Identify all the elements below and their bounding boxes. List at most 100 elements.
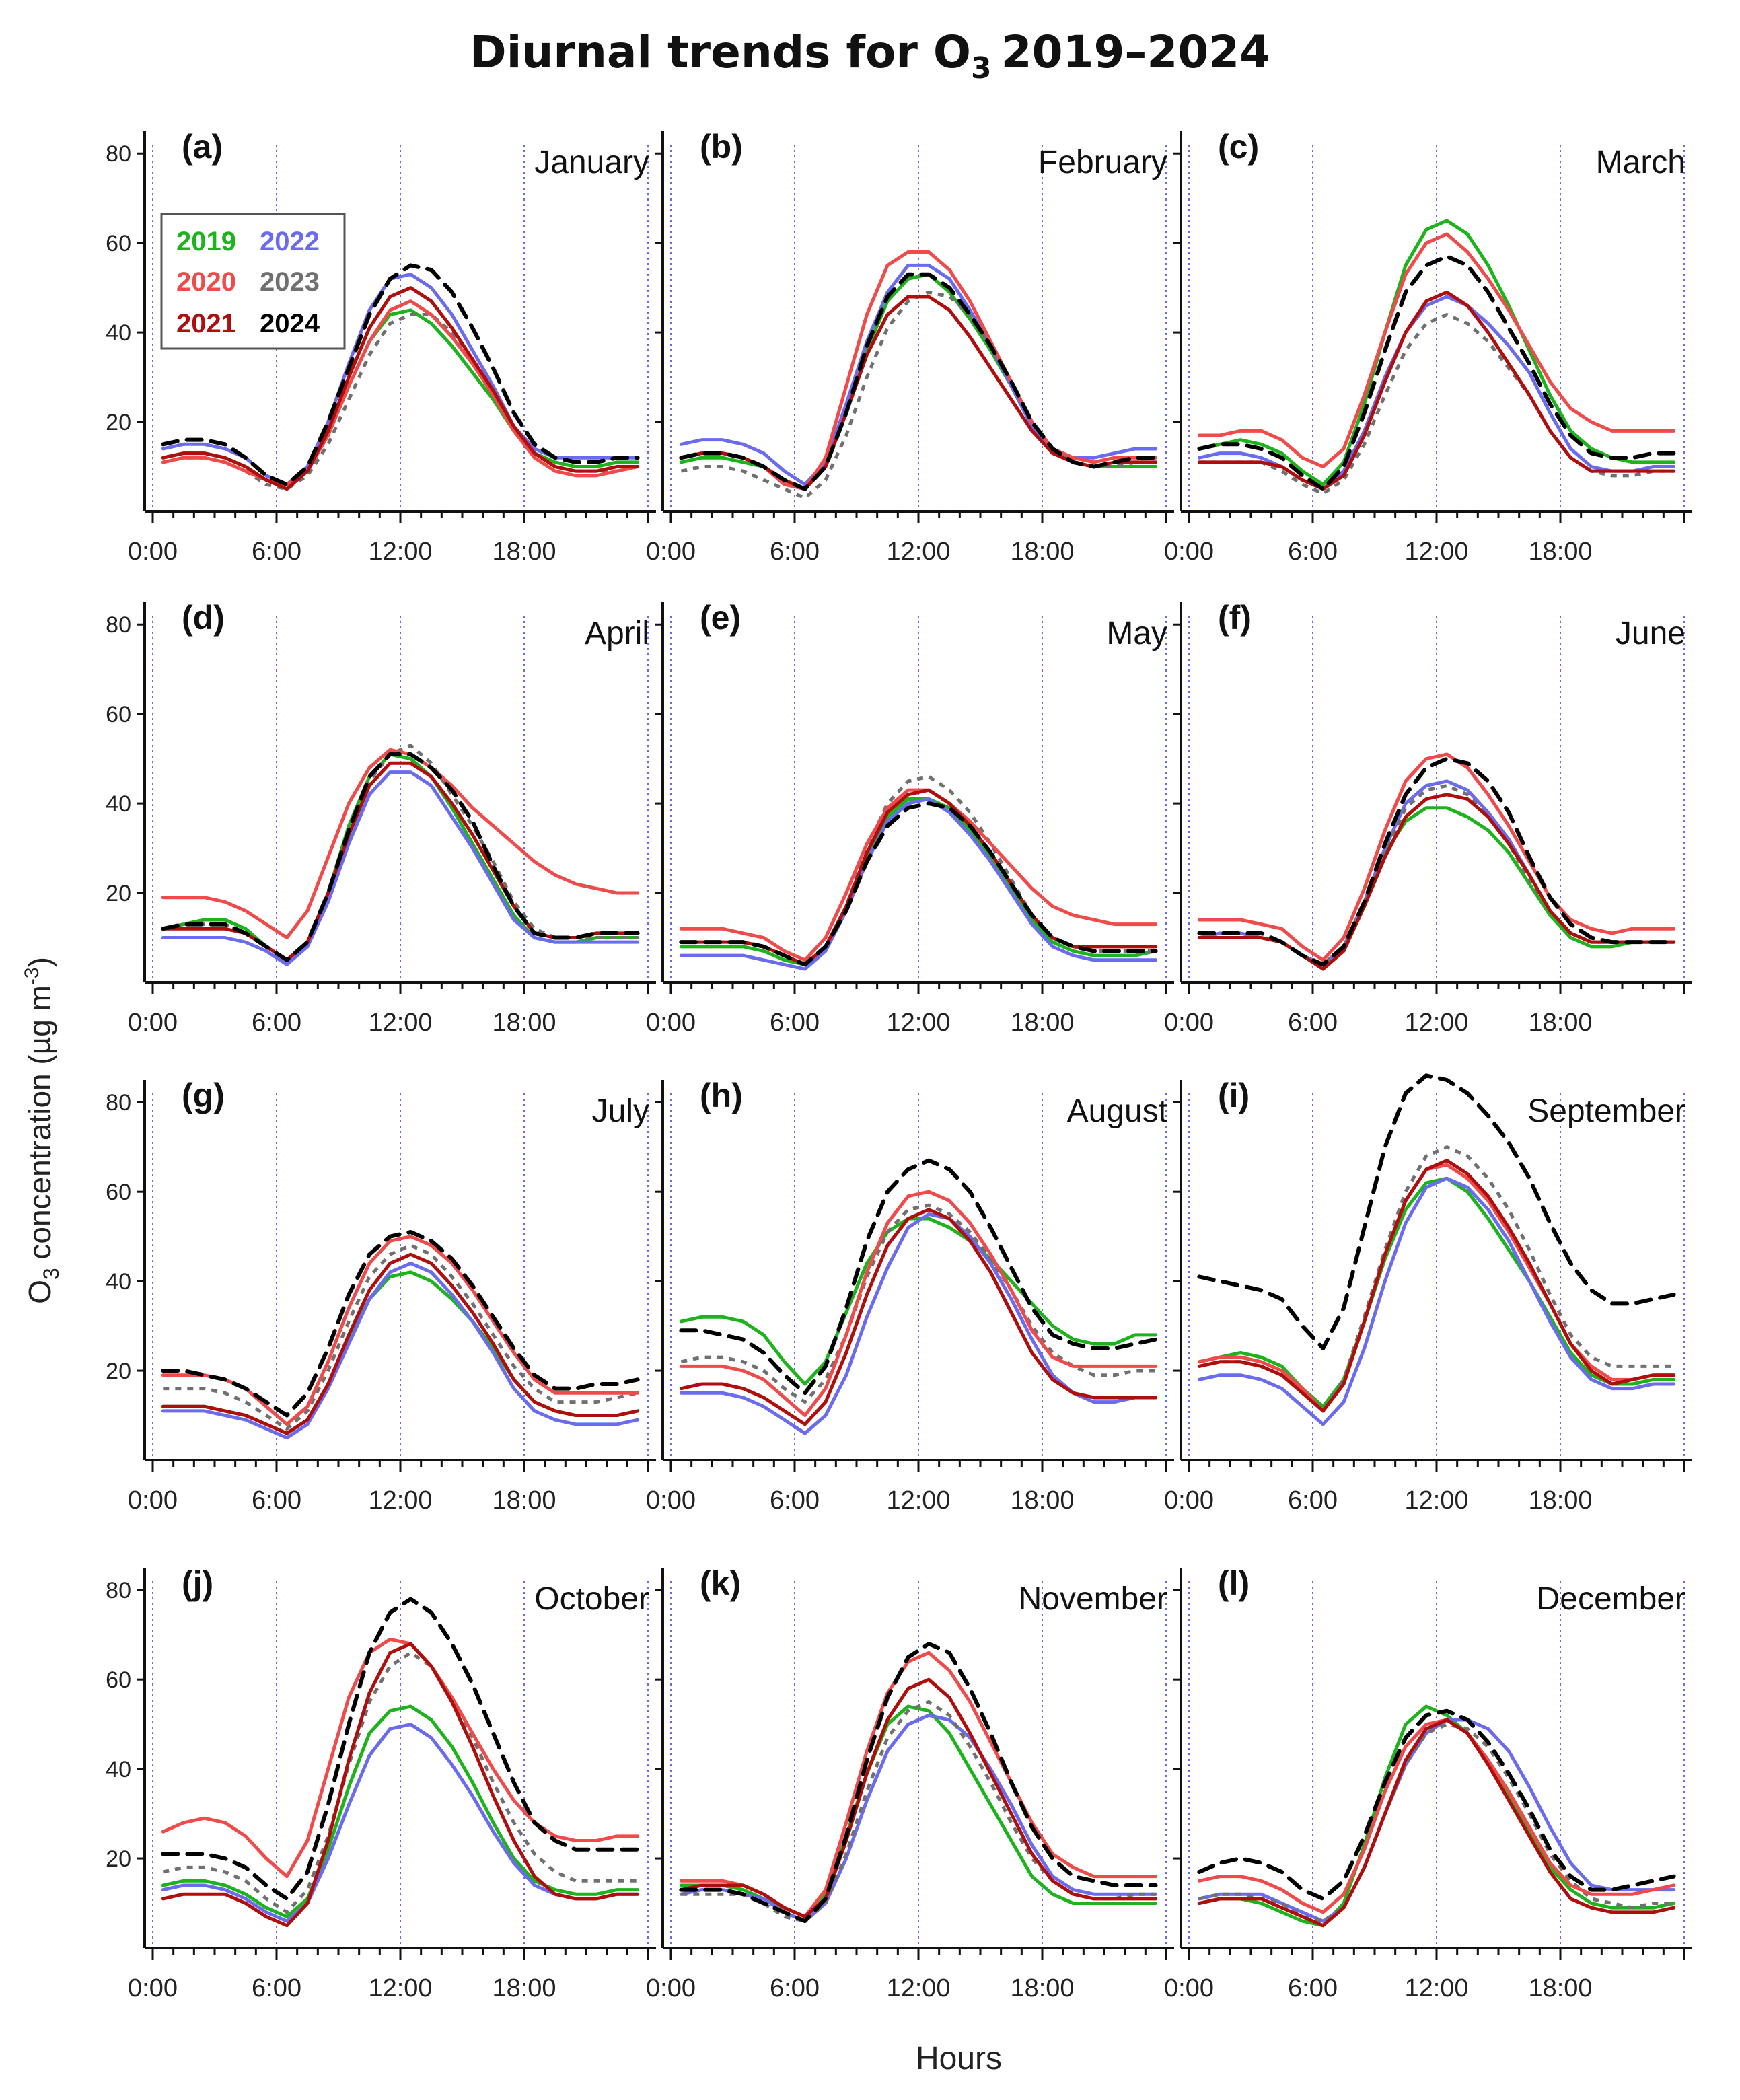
series-line-2024: [161, 1230, 640, 1418]
series-line-2019: [1197, 1176, 1676, 1408]
series-line-2022: [679, 1713, 1158, 1923]
series-line-2019: [1197, 1704, 1676, 1928]
series-line-2021: [161, 286, 640, 491]
x-tick-label: 12:00: [368, 1009, 432, 1037]
series-line-2022: [161, 770, 640, 966]
y-tick-label: 40: [106, 1269, 131, 1295]
series-line-2022: [1197, 1718, 1676, 1923]
series-line-2024: [161, 263, 640, 487]
x-tick-label: 18:00: [492, 1009, 556, 1037]
legend-entry-2019: 2019: [176, 227, 236, 256]
panel-month: February: [1038, 145, 1167, 180]
series-line-2021: [161, 1252, 640, 1435]
series-line-2019: [161, 1704, 640, 1918]
y-tick-label: 60: [106, 1180, 131, 1205]
panel-december: 0:00 6:00 12:00 18:00 (l) December: [1164, 1564, 1692, 2002]
x-tick-label: 12:00: [368, 1486, 432, 1515]
y-tick-label: 80: [106, 1578, 131, 1603]
legend-entry-2024: 2024: [260, 309, 320, 338]
panel-label: (a): [182, 128, 223, 166]
series-line-2023: [680, 1203, 1156, 1404]
panel-label: (i): [1218, 1077, 1249, 1114]
series-line-2023: [1198, 1145, 1674, 1413]
panel-label: (l): [1218, 1564, 1249, 1602]
x-tick-label: 0:00: [1164, 538, 1214, 566]
series-line-2022: [161, 1262, 640, 1440]
panel-month: April: [585, 616, 649, 651]
y-tick-label: 60: [106, 1667, 131, 1693]
series-line-2020: [1197, 752, 1676, 962]
y-tick-label: 40: [106, 320, 131, 346]
series-line-2021: [679, 1677, 1158, 1918]
series-line-2021: [1197, 290, 1676, 491]
panel-april: 20 40 60 80 0:00 6:00 12:00 18:00 (d) April: [106, 599, 656, 1037]
series-line-2023: [1199, 313, 1674, 495]
x-tick-label: 18:00: [492, 538, 556, 566]
panel-month: December: [1537, 1581, 1685, 1617]
x-tick-label: 6:00: [1288, 1009, 1338, 1037]
x-tick-label: 12:00: [886, 1486, 950, 1515]
x-tick-label: 12:00: [886, 1974, 950, 2002]
y-tick-label: 20: [106, 410, 131, 435]
series-line-2024: [679, 1642, 1158, 1924]
x-tick-label: 0:00: [646, 1974, 696, 2002]
x-tick-label: 12:00: [368, 1974, 432, 2002]
series-line-2019: [679, 797, 1158, 966]
panel-september: 0:00 6:00 12:00 18:00 (i) September: [1164, 1073, 1692, 1515]
x-tick-label: 18:00: [1010, 1974, 1074, 2002]
panel-month: November: [1019, 1581, 1167, 1617]
panel-label: (c): [1218, 128, 1259, 166]
panel-label: (h): [700, 1077, 743, 1114]
series-line-2020: [679, 788, 1158, 962]
series-line-2020: [1197, 232, 1676, 469]
x-tick-label: 12:00: [886, 1009, 950, 1037]
series-line-2020: [161, 299, 640, 486]
series-line-2024: [161, 752, 640, 962]
series-line-2022: [1197, 1176, 1676, 1426]
panel-label: (g): [182, 1077, 225, 1114]
panel-october: 20 40 60 80 0:00 6:00 12:00 18:00 (j) October: [106, 1564, 656, 2002]
figure-title: Diurnal trends for O3 2019–2024: [470, 26, 1270, 85]
x-tick-label: 6:00: [770, 1486, 820, 1515]
series-line-2022: [679, 797, 1158, 971]
series-line-2024: [1197, 1073, 1676, 1350]
series-line-2023: [163, 1243, 639, 1431]
legend-entry-2021: 2021: [176, 309, 236, 338]
series-line-2024: [1197, 756, 1676, 967]
panel-month: August: [1067, 1093, 1167, 1129]
series-line-2020: [1197, 1718, 1676, 1914]
series-line-2019: [679, 1217, 1158, 1386]
y-tick-label: 60: [106, 231, 131, 256]
panel-november: 0:00 6:00 12:00 18:00 (k) November: [646, 1564, 1174, 2002]
y-tick-label: 40: [106, 1757, 131, 1782]
panel-month: July: [592, 1093, 649, 1129]
x-tick-label: 6:00: [252, 1486, 301, 1515]
panel-february: 0:00 6:00 12:00 18:00 (b) February: [646, 128, 1174, 566]
series-line-2023: [681, 1700, 1156, 1923]
x-tick-label: 6:00: [1288, 1486, 1338, 1515]
panel-january: 20 40 60 80 0:00 6:00 12:00 18:00 (a) January: [106, 128, 656, 566]
series-line-2020: [161, 1637, 640, 1879]
x-tick-label: 0:00: [646, 1486, 696, 1515]
x-tick-label: 12:00: [368, 538, 432, 566]
x-tick-label: 12:00: [1404, 1486, 1468, 1515]
x-tick-label: 6:00: [770, 1974, 820, 2002]
panel-month: June: [1616, 616, 1685, 651]
title-subscript: 3: [971, 51, 992, 85]
series-line-2020: [679, 1190, 1158, 1418]
series-line-2021: [679, 1208, 1158, 1426]
panel-march: 0:00 6:00 12:00 18:00 (c) March: [1164, 128, 1692, 566]
x-tick-label: 6:00: [770, 1009, 820, 1037]
x-tick-label: 6:00: [1288, 1974, 1338, 2002]
title-main: Diurnal trends for O: [470, 26, 971, 78]
x-tick-label: 0:00: [1164, 1009, 1214, 1037]
series-line-2021: [161, 1642, 640, 1928]
legend-entry-2023: 2023: [260, 267, 320, 297]
x-tick-label: 18:00: [1010, 1486, 1074, 1515]
x-tick-label: 0:00: [128, 538, 178, 566]
series-line-2019: [1197, 219, 1676, 486]
x-tick-label: 6:00: [252, 538, 301, 566]
panel-label: (d): [182, 599, 225, 637]
x-tick-label: 0:00: [646, 1009, 696, 1037]
